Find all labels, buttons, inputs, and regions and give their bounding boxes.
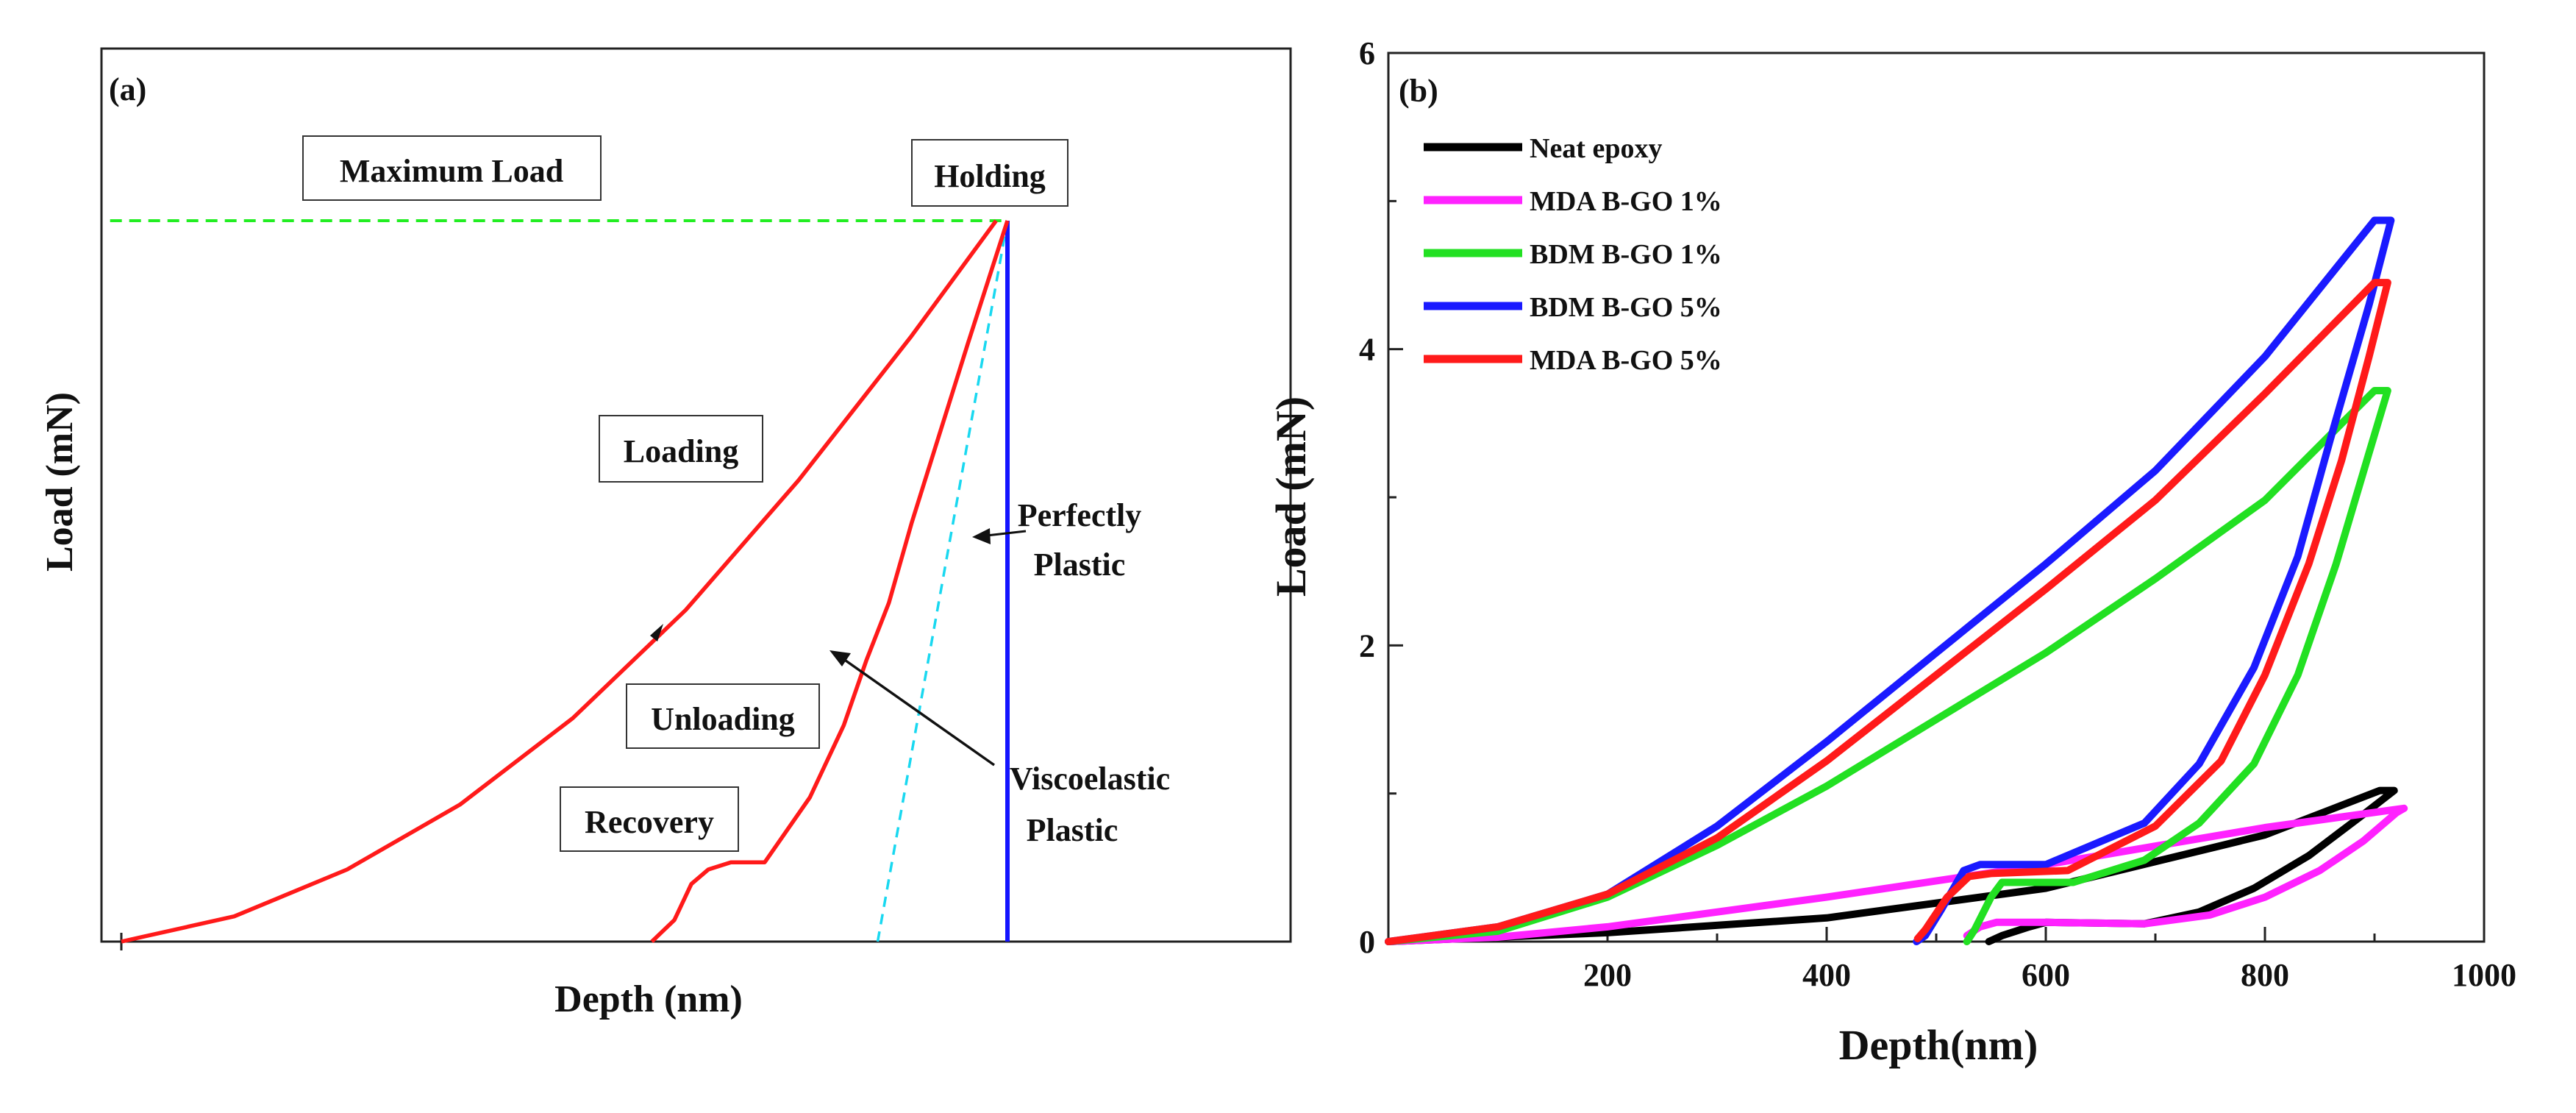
panel-a-label: (a)	[109, 71, 146, 107]
panel-b-label: (b)	[1399, 73, 1438, 109]
panel-b-axis-ticks: 200 400 600 800 1000 0 2 4 6	[1359, 35, 2516, 993]
perfectly-plastic-text-line1: Perfectly	[1018, 497, 1142, 533]
loading-annotation: Loading	[599, 415, 763, 483]
unloading-box	[626, 683, 820, 749]
x-tick-label-1000: 1000	[2452, 957, 2516, 993]
holding-text: Holding	[934, 158, 1046, 194]
panel-b-series	[1385, 216, 2408, 945]
x-tick-label-600: 600	[2022, 957, 2070, 993]
panel-b-y-axis-label: Load (mN)	[1267, 397, 1315, 597]
maximum-load-text: Maximum Load	[340, 153, 563, 189]
panel-a-load-depth-schematic: (a) Maximum Load Holding Loading Unloadi…	[39, 47, 1292, 1020]
legend-label-bdm-bgo-5: BDM B-GO 5%	[1530, 292, 1722, 323]
holding-annotation: Holding	[911, 139, 1068, 207]
panel-a-y-axis-label: Load (mN)	[39, 392, 81, 572]
viscoelastic-plastic-dashed-line	[876, 220, 1009, 942]
holding-box	[911, 139, 1068, 207]
legend-label-bdm-bgo-1: BDM B-GO 1%	[1530, 239, 1722, 270]
maximum-load-box	[302, 135, 602, 201]
y-tick-label-4: 4	[1359, 332, 1375, 368]
panel-a-x-axis-label: Depth (nm)	[554, 978, 743, 1020]
series-line-mda-b-go-5	[1385, 279, 2391, 945]
loading-box	[599, 415, 763, 483]
panel-b-legend: Neat epoxy MDA B-GO 1% BDM B-GO 1% BDM B…	[1424, 133, 1722, 376]
unloading-curve	[650, 220, 1010, 943]
unloading-text: Unloading	[651, 701, 795, 737]
maximum-load-annotation: Maximum Load	[302, 135, 602, 201]
y-tick-label-0: 0	[1359, 924, 1375, 960]
perfectly-plastic-arrow-line	[986, 530, 1027, 537]
x-tick-label-400: 400	[1802, 957, 1851, 993]
viscoelastic-plastic-text-line1: Viscoelastic	[1010, 761, 1170, 797]
series-line-mda-b-go-1	[1385, 804, 2408, 945]
recovery-annotation: Recovery	[560, 786, 739, 852]
unloading-annotation: Unloading	[626, 683, 820, 749]
legend-label-mda-bgo-1: MDA B-GO 1%	[1530, 186, 1722, 217]
perfectly-plastic-text-line2: Plastic	[1034, 547, 1126, 583]
recovery-box	[560, 786, 739, 852]
x-tick-label-800: 800	[2241, 957, 2289, 993]
recovery-text: Recovery	[585, 804, 714, 840]
series-line-bdm-b-go-1	[1385, 387, 2391, 945]
viscoelastic-plastic-arrow-line	[844, 659, 996, 767]
legend-label-mda-bgo-5: MDA B-GO 5%	[1530, 345, 1722, 376]
x-tick-label-200: 200	[1583, 957, 1632, 993]
viscoelastic-plastic-text-line2: Plastic	[1027, 812, 1118, 848]
loading-curve	[121, 219, 998, 944]
loading-text: Loading	[624, 433, 739, 469]
perfectly-plastic-arrowhead	[972, 528, 991, 544]
y-tick-label-6: 6	[1359, 35, 1375, 71]
panel-b-nanoindentation-curves: (b) 200 400 600 800 1000 0 2 4 6 Neat epoxy MDA …	[1267, 35, 2516, 1069]
viscoelastic-plastic-arrowhead	[829, 650, 851, 666]
series-line-bdm-b-go-5	[1385, 216, 2395, 945]
loading-direction-arrow	[650, 624, 663, 641]
panel-b-x-axis-label: Depth(nm)	[1839, 1021, 2038, 1069]
y-tick-label-2: 2	[1359, 627, 1375, 664]
panel-a-plot-area	[100, 47, 1292, 943]
legend-label-neat-epoxy: Neat epoxy	[1530, 133, 1662, 164]
